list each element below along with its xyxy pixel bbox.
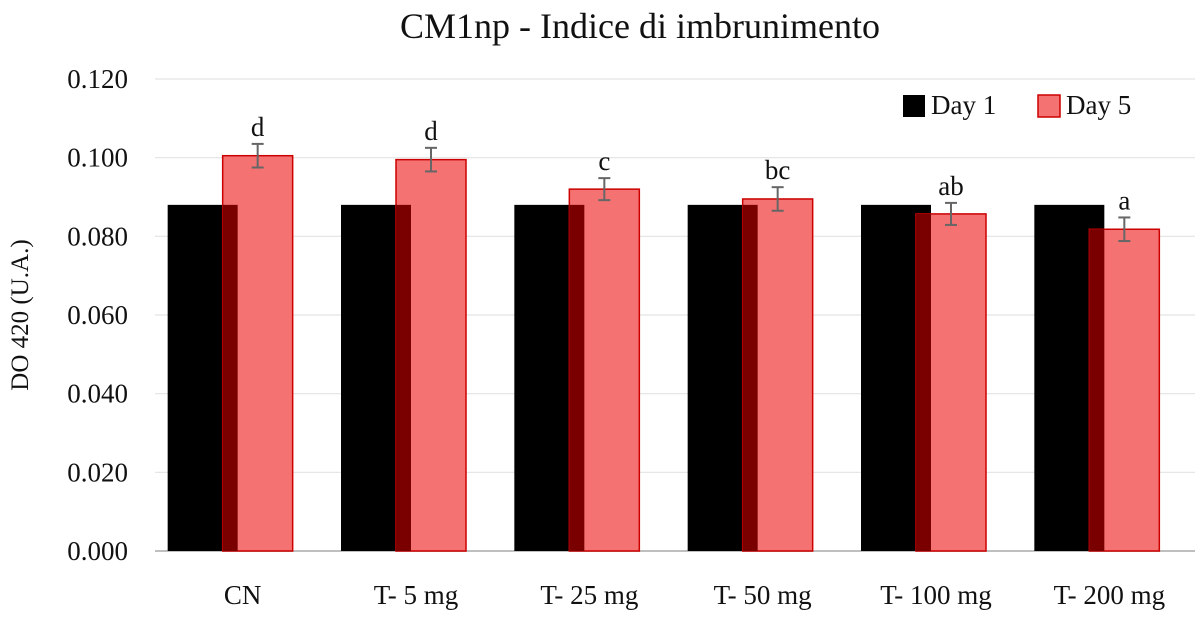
gridlines [155,78,1195,552]
bar-overlap [1089,229,1105,551]
legend-label-day1: Day 1 [931,90,996,120]
x-tick-label: T- 25 mg [540,580,638,610]
significance-letter: bc [765,155,791,185]
x-tick-label: T- 200 mg [1054,580,1166,610]
y-axis-label: DO 420 (U.A.) [7,239,34,390]
legend-swatch-day5 [1037,94,1061,118]
y-tick-labels: 0.000 0.020 0.040 0.060 0.080 0.100 0.120 [67,64,128,566]
bars: d d c bc ab a [167,112,1161,552]
bar-overlap [742,204,758,551]
significance-letter: d [251,112,265,142]
legend-swatch-day1 [903,95,925,117]
x-tick-labels: CN T- 5 mg T- 25 mg T- 50 mg T- 100 mg T- 200… [224,580,1165,610]
significance-letter: c [598,146,610,176]
significance-letter: ab [938,171,963,201]
chart-title: CM1np - Indice di imbrunimento [400,6,880,46]
significance-letter: d [424,116,438,146]
legend-label-day5: Day 5 [1066,90,1131,120]
bar-overlap [569,204,585,551]
bar-overlap [222,204,238,551]
bar-overlap [916,213,931,551]
y-tick-label: 0.000 [67,536,128,566]
y-tick-label: 0.060 [67,300,128,330]
significance-letter: a [1118,185,1130,215]
x-tick-label: CN [224,580,262,610]
x-tick-label: T- 5 mg [374,580,459,610]
y-tick-label: 0.120 [67,64,128,94]
legend: Day 1 Day 5 [903,90,1131,120]
y-tick-label: 0.100 [67,143,128,173]
x-tick-label: T- 100 mg [880,580,992,610]
bar-overlap [396,204,411,551]
y-tick-label: 0.080 [67,221,128,251]
y-tick-label: 0.020 [67,457,128,487]
x-tick-label: T- 50 mg [714,580,812,610]
y-tick-label: 0.040 [67,379,128,409]
